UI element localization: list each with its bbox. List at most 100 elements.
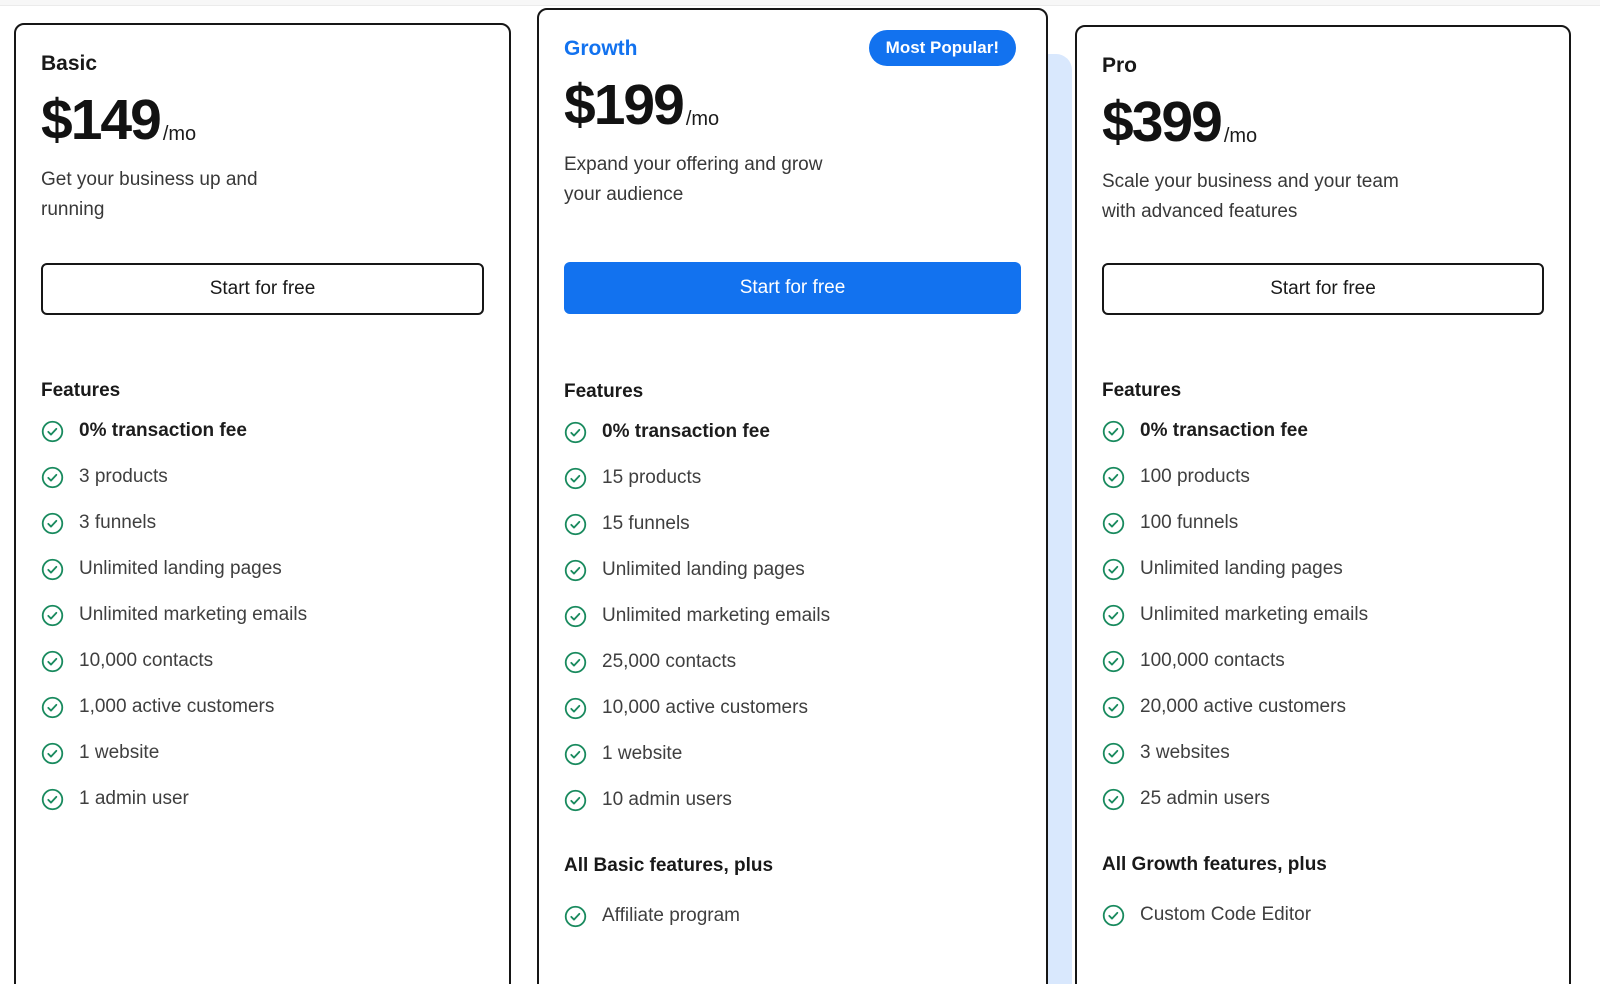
feature-label: 1,000 active customers	[79, 696, 275, 717]
start-for-free-button-basic[interactable]: Start for free	[41, 263, 484, 315]
plan-description-line: with advanced features	[1102, 201, 1298, 222]
feature-label: Unlimited landing pages	[79, 558, 282, 579]
feature-label: 0% transaction fee	[1140, 420, 1308, 441]
feature-row: 100 products	[1102, 465, 1544, 489]
feature-row: Unlimited landing pages	[564, 558, 1021, 582]
feature-row: 1 website	[564, 742, 1021, 766]
feature-row: Custom Code Editor	[1102, 903, 1544, 927]
pricing-card-growth: Most Popular! Growth $199 /mo Expand you…	[537, 8, 1048, 984]
feature-label: 100 funnels	[1140, 512, 1239, 533]
price-row: $399 /mo	[1102, 91, 1544, 153]
features-list: 0% transaction fee 100 products 10	[1102, 419, 1544, 811]
feature-row: Unlimited marketing emails	[1102, 603, 1544, 627]
features-heading: Features	[41, 380, 121, 401]
feature-label: 0% transaction fee	[602, 421, 770, 442]
feature-row: 25,000 contacts	[564, 650, 1021, 674]
feature-row: Affiliate program	[564, 904, 1021, 928]
check-circle-icon	[41, 420, 64, 442]
feature-label: 0% transaction fee	[79, 420, 247, 441]
pricing-card-pro: Pro $399 /mo Scale your business and you…	[1075, 25, 1571, 984]
check-circle-icon	[1102, 466, 1125, 488]
feature-label: 20,000 active customers	[1140, 696, 1346, 717]
check-circle-icon	[1102, 788, 1125, 810]
feature-label: 10,000 contacts	[79, 650, 214, 671]
start-for-free-button-pro[interactable]: Start for free	[1102, 263, 1544, 315]
check-circle-icon	[564, 697, 587, 719]
start-for-free-button-growth[interactable]: Start for free	[564, 262, 1021, 314]
feature-row: 20,000 active customers	[1102, 695, 1544, 719]
check-circle-icon	[41, 512, 64, 534]
features-heading: Features	[1102, 380, 1182, 401]
feature-row: 0% transaction fee	[41, 419, 484, 443]
feature-label: Custom Code Editor	[1140, 904, 1312, 925]
plan-price: $199	[564, 73, 685, 137]
feature-row: Unlimited landing pages	[41, 557, 484, 581]
feature-row: 10,000 active customers	[564, 696, 1021, 720]
extra-features-heading: All Growth features, plus	[1102, 854, 1327, 875]
plan-description-line: your audience	[564, 184, 684, 205]
check-circle-icon	[41, 558, 64, 580]
feature-label: 1 website	[602, 743, 683, 764]
pricing-card-basic: Basic $149 /mo Get your business up and …	[14, 23, 511, 984]
check-circle-icon	[41, 788, 64, 810]
feature-row: 1,000 active customers	[41, 695, 484, 719]
feature-row: 10,000 contacts	[41, 649, 484, 673]
check-circle-icon	[564, 559, 587, 581]
check-circle-icon	[564, 467, 587, 489]
feature-row: Unlimited landing pages	[1102, 557, 1544, 581]
check-circle-icon	[1102, 742, 1125, 764]
feature-row: 15 products	[564, 466, 1021, 490]
feature-label: 15 products	[602, 467, 702, 488]
feature-label: Unlimited marketing emails	[1140, 604, 1369, 625]
check-circle-icon	[564, 743, 587, 765]
plan-name: Basic	[41, 52, 98, 75]
plan-description: Expand your offering and grow your audie…	[564, 150, 1021, 210]
feature-label: 3 websites	[1140, 742, 1230, 763]
plan-period: /mo	[162, 123, 197, 145]
feature-row: 3 websites	[1102, 741, 1544, 765]
check-circle-icon	[1102, 604, 1125, 626]
check-circle-icon	[564, 421, 587, 443]
feature-row: 3 funnels	[41, 511, 484, 535]
feature-label: Unlimited marketing emails	[602, 605, 831, 626]
feature-row: Unlimited marketing emails	[564, 604, 1021, 628]
feature-label: 10,000 active customers	[602, 697, 808, 718]
check-circle-icon	[564, 905, 587, 927]
feature-label: 1 website	[79, 742, 160, 763]
feature-row: Unlimited marketing emails	[41, 603, 484, 627]
feature-row: 100,000 contacts	[1102, 649, 1544, 673]
features-list: 0% transaction fee 3 products 3 fu	[41, 419, 484, 811]
feature-label: 1 admin user	[79, 788, 189, 809]
check-circle-icon	[1102, 696, 1125, 718]
check-circle-icon	[1102, 650, 1125, 672]
check-circle-icon	[41, 650, 64, 672]
feature-label: Unlimited marketing emails	[79, 604, 308, 625]
price-row: $149 /mo	[41, 89, 484, 151]
feature-row: 0% transaction fee	[564, 420, 1021, 444]
check-circle-icon	[41, 466, 64, 488]
feature-label: 100 products	[1140, 466, 1250, 487]
feature-row: 0% transaction fee	[1102, 419, 1544, 443]
feature-label: 100,000 contacts	[1140, 650, 1285, 671]
plan-period: /mo	[685, 108, 720, 130]
check-circle-icon	[564, 605, 587, 627]
feature-row: 3 products	[41, 465, 484, 489]
check-circle-icon	[1102, 558, 1125, 580]
feature-label: 3 products	[79, 466, 168, 487]
plan-price: $399	[1102, 90, 1223, 154]
feature-label: Unlimited landing pages	[1140, 558, 1343, 579]
features-list: 0% transaction fee 15 products 15	[564, 420, 1021, 812]
plan-description: Get your business up and running	[41, 165, 484, 225]
plan-period: /mo	[1223, 125, 1258, 147]
check-circle-icon	[41, 742, 64, 764]
price-row: $199 /mo	[564, 74, 1021, 136]
extra-features-list: Affiliate program	[564, 904, 1021, 928]
plan-price: $149	[41, 88, 162, 152]
extra-features-list: Custom Code Editor	[1102, 903, 1544, 927]
plan-description-line: running	[41, 199, 105, 220]
features-heading: Features	[564, 381, 644, 402]
feature-label: 10 admin users	[602, 789, 732, 810]
plan-description: Scale your business and your team with a…	[1102, 167, 1544, 227]
check-circle-icon	[564, 651, 587, 673]
check-circle-icon	[41, 604, 64, 626]
